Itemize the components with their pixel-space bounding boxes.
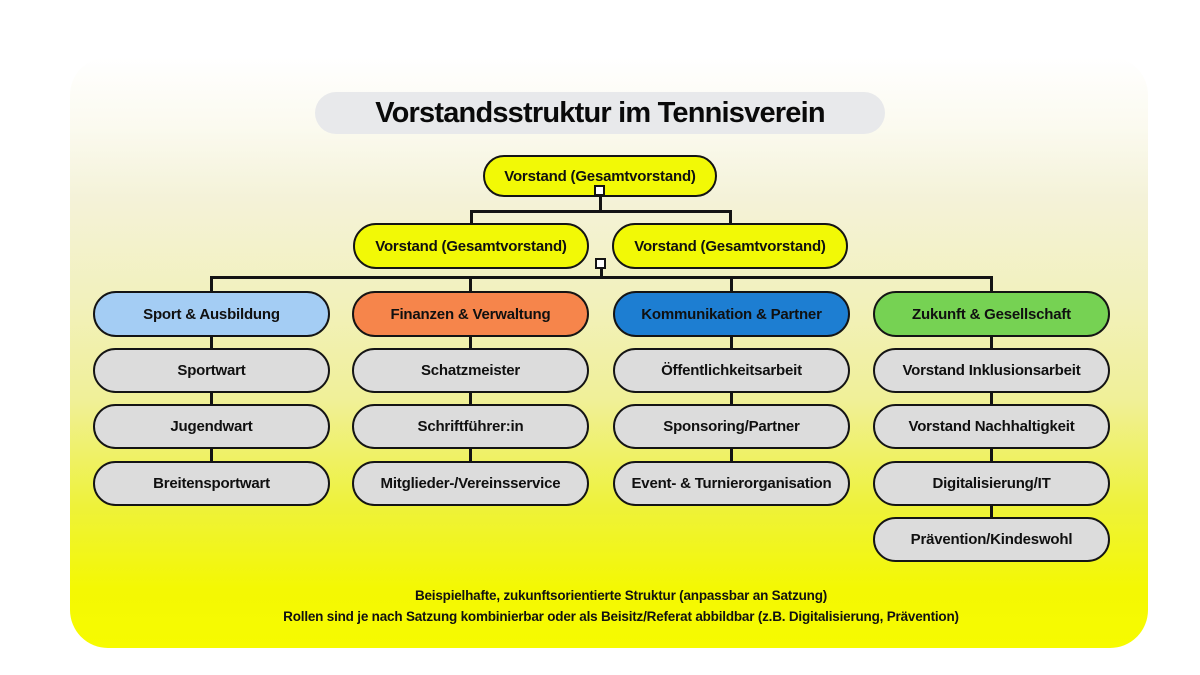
node-schriftfuehrer[interactable]: Schriftführer:in (352, 404, 589, 449)
node-breitensportwart[interactable]: Breitensportwart (93, 461, 330, 506)
connector-line (599, 262, 603, 278)
node-sportwart[interactable]: Sportwart (93, 348, 330, 393)
node-label: Vorstand (Gesamtvorstand) (634, 237, 826, 255)
connector-line (469, 209, 732, 213)
node-label: Mitglieder-/Vereinsservice (380, 475, 561, 492)
connector-port-handle[interactable] (595, 258, 606, 269)
connector-line (598, 196, 602, 212)
node-header-sport-ausbildung[interactable]: Sport & Ausbildung (93, 291, 330, 337)
node-label: Vorstand (Gesamtvorstand) (504, 167, 696, 185)
node-jugendwart[interactable]: Jugendwart (93, 404, 330, 449)
node-praevention-kindeswohl[interactable]: Prävention/Kindeswohl (873, 517, 1110, 562)
connector-line (990, 505, 993, 519)
connector-line (469, 336, 472, 350)
node-label: Vorstand Nachhaltigkeit (908, 418, 1075, 435)
node-oeffentlichkeitsarbeit[interactable]: Öffentlichkeitsarbeit (613, 348, 850, 393)
connector-line (469, 448, 472, 463)
connector-line (730, 276, 733, 292)
connector-line (469, 209, 473, 224)
footnote-line-1: Beispielhafte, zukunftsorientierte Struk… (414, 588, 828, 603)
connector-line (210, 276, 213, 292)
node-label: Sponsoring/Partner (663, 418, 800, 435)
node-label: Event- & Turnierorganisation (631, 475, 832, 492)
connector-line (990, 276, 993, 292)
node-label: Vorstand (Gesamtvorstand) (375, 237, 567, 255)
node-schatzmeister[interactable]: Schatzmeister (352, 348, 589, 393)
connector-line (730, 336, 733, 350)
node-label: Zukunft & Gesellschaft (912, 305, 1071, 323)
node-label: Breitensportwart (153, 475, 270, 492)
connector-line (730, 392, 733, 406)
node-label: Kommunikation & Partner (641, 305, 822, 323)
connector-line (210, 336, 213, 350)
node-vorstand-inklusionsarbeit[interactable]: Vorstand Inklusionsarbeit (873, 348, 1110, 393)
node-label: Finanzen & Verwaltung (390, 305, 551, 323)
node-header-kommunikation-partner[interactable]: Kommunikation & Partner (613, 291, 850, 337)
connector-line (990, 336, 993, 350)
node-label: Jugendwart (170, 418, 253, 435)
node-label: Sportwart (177, 362, 246, 379)
node-level2-right[interactable]: Vorstand (Gesamtvorstand) (612, 223, 848, 269)
node-label: Öffentlichkeitsarbeit (661, 362, 802, 379)
connector-line (469, 392, 472, 406)
footnote-line-2: Rollen sind je nach Satzung kombinierbar… (283, 609, 959, 624)
connector-line (990, 392, 993, 406)
node-label: Sport & Ausbildung (143, 305, 280, 323)
node-digitalisierung-it[interactable]: Digitalisierung/IT (873, 461, 1110, 506)
connector-port-handle[interactable] (594, 185, 605, 196)
node-label: Schatzmeister (420, 362, 521, 379)
node-sponsoring-partner[interactable]: Sponsoring/Partner (613, 404, 850, 449)
node-label: Vorstand Inklusionsarbeit (902, 362, 1081, 379)
node-label: Digitalisierung/IT (932, 475, 1051, 492)
node-header-finanzen-verwaltung[interactable]: Finanzen & Verwaltung (352, 291, 589, 337)
footnote: Beispielhafte, zukunftsorientierte Struk… (42, 585, 1200, 627)
connector-line (730, 448, 733, 463)
node-vorstand-nachhaltigkeit[interactable]: Vorstand Nachhaltigkeit (873, 404, 1110, 449)
node-label: Prävention/Kindeswohl (910, 531, 1073, 548)
node-event-turnierorganisation[interactable]: Event- & Turnierorganisation (613, 461, 850, 506)
node-header-zukunft-gesellschaft[interactable]: Zukunft & Gesellschaft (873, 291, 1110, 337)
connector-line (210, 448, 213, 463)
connector-line (210, 276, 993, 279)
node-label: Schriftführer:in (417, 418, 524, 435)
node-level2-left[interactable]: Vorstand (Gesamtvorstand) (353, 223, 589, 269)
connector-line (728, 209, 732, 224)
connector-line (210, 392, 213, 406)
connector-line (469, 276, 472, 292)
page-title: Vorstandsstruktur im Tennisverein (315, 92, 885, 134)
node-mitglieder-vereinsservice[interactable]: Mitglieder-/Vereinsservice (352, 461, 589, 506)
connector-line (990, 448, 993, 463)
